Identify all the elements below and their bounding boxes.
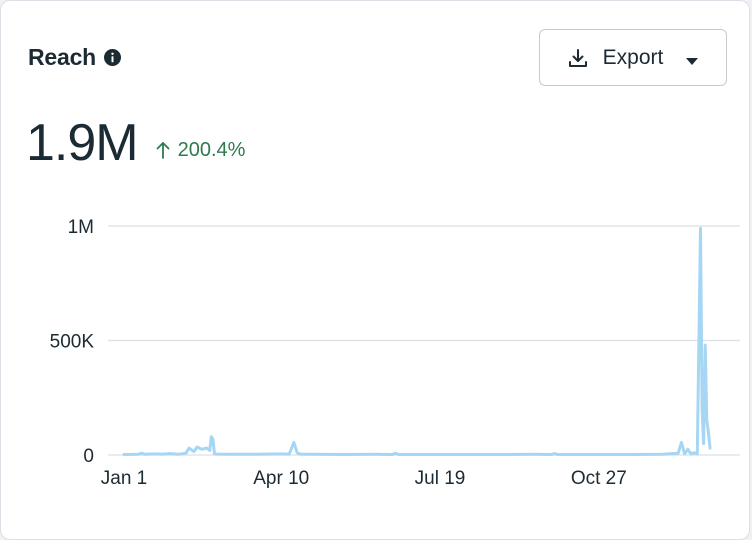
metric-value: 1.9M (26, 114, 139, 172)
caret-down-icon (685, 53, 699, 65)
metric-change-value: 200.4% (177, 138, 246, 161)
metric-change: 200.4% (156, 138, 246, 162)
info-icon[interactable] (104, 48, 122, 66)
export-button-label: Export (602, 45, 664, 69)
card-title: Reach (28, 43, 97, 70)
export-button[interactable]: Export (539, 29, 727, 86)
metric-summary: 1.9M 200.4% (26, 113, 245, 173)
download-icon (567, 47, 589, 69)
card-header: Reach (28, 41, 122, 73)
arrow-up-icon (156, 140, 170, 160)
